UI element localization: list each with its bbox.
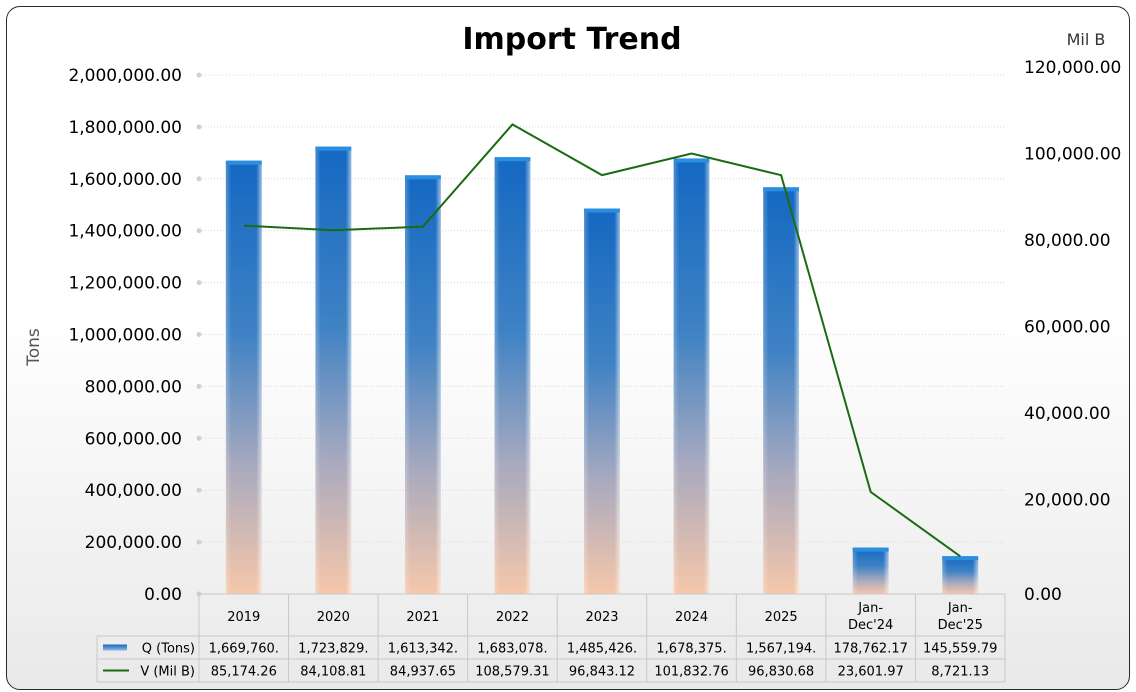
bar-shine: [763, 187, 800, 594]
left-tick-label: 1,200,000.00: [68, 274, 182, 294]
right-tick-label: 80,000.00: [1024, 231, 1111, 251]
table-cell: 84,108.81: [300, 665, 366, 680]
bar-shine: [225, 160, 262, 595]
right-tick-label: 40,000.00: [1024, 404, 1111, 424]
table-cell: 1,669,760.: [209, 642, 279, 657]
category-label: 2021: [406, 610, 439, 625]
table-cell: 84,937.65: [390, 665, 456, 680]
bar-shine: [852, 547, 889, 594]
right-tick-label: 120,000.00: [1024, 58, 1121, 78]
tick-dot: [196, 228, 202, 234]
left-tick-label: 600,000.00: [85, 429, 182, 449]
table-cell: 1,723,829.: [298, 642, 368, 657]
left-tick-label: 0.00: [144, 585, 182, 605]
right-tick-label: 100,000.00: [1024, 145, 1121, 165]
y-axis-label: Tons: [24, 328, 44, 367]
line-v-mil-b: [243, 123, 961, 558]
left-tick-label: 400,000.00: [85, 481, 182, 501]
bar-cap: [225, 160, 262, 165]
category-label: 2020: [317, 610, 350, 625]
category-label: 2025: [765, 610, 798, 625]
table-cell: 96,843.12: [569, 665, 635, 680]
table-cell: 96,830.68: [748, 665, 814, 680]
table-cell: 145,559.79: [923, 642, 997, 657]
left-tick-label: 800,000.00: [85, 377, 182, 397]
tick-dot: [196, 539, 202, 545]
chart-frame: Import Trend Mil B Tons 0.00 200,000.00 40…: [6, 6, 1130, 690]
legend-label: V (Mil B): [140, 665, 195, 680]
table-cell: 101,832.76: [654, 665, 728, 680]
table-cell: 8,721.13: [931, 665, 989, 680]
left-tick-label: 1,000,000.00: [68, 326, 182, 346]
bar-shine: [942, 556, 979, 594]
left-tick-label: 200,000.00: [85, 533, 182, 553]
bar-series-q-tons: [225, 146, 979, 595]
bar-cap: [673, 158, 710, 163]
chart-title: Import Trend: [462, 22, 681, 57]
category-label: 2019: [227, 610, 260, 625]
right-tick-label: 0.00: [1024, 585, 1062, 605]
bar-shine: [315, 146, 352, 594]
left-tick-label: 1,400,000.00: [68, 222, 182, 242]
tick-dot: [196, 383, 202, 389]
table-cell: 1,613,342.: [388, 642, 458, 657]
table-cell: 108,579.31: [475, 665, 549, 680]
bar-shine: [404, 175, 441, 594]
category-label: Jan-Dec'25: [938, 601, 983, 633]
legend-label: Q (Tons): [142, 642, 195, 657]
tick-dot: [196, 124, 202, 130]
table-cell: 1,567,194.: [746, 642, 816, 657]
bar-cap: [942, 556, 979, 561]
left-axis-ticks: 0.00 200,000.00 400,000.00 600,000.00 800,00…: [68, 66, 182, 605]
import-trend-chart: Import Trend Mil B Tons 0.00 200,000.00 40…: [24, 22, 1121, 683]
right-axis-unit-label: Mil B: [1067, 30, 1106, 49]
right-tick-label: 20,000.00: [1024, 491, 1111, 511]
category-label: Jan-Dec'24: [848, 601, 893, 633]
bar-cap: [404, 175, 441, 180]
bar-cap: [584, 208, 620, 213]
tick-dot: [196, 332, 202, 337]
line-series-v-mil-b: [243, 123, 961, 558]
category-label: 2023: [585, 610, 618, 625]
table-cell: 1,678,375.: [656, 642, 726, 657]
left-tick-label: 2,000,000.00: [68, 66, 182, 86]
bar-shine: [584, 208, 620, 594]
bar-shine: [673, 158, 710, 595]
table-cell: 178,762.17: [833, 642, 907, 657]
bar-cap: [763, 187, 800, 192]
bar-shine: [494, 157, 531, 594]
table-cell: 1,485,426.: [567, 642, 637, 657]
left-tick-label: 1,600,000.00: [68, 170, 182, 190]
tick-dot: [196, 280, 202, 286]
right-axis-ticks: 0.00 20,000.00 40,000.00 60,000.00 80,000.00…: [1024, 58, 1121, 605]
table-cell: 1,683,078.: [477, 642, 547, 657]
legend-bar-swatch: [103, 644, 127, 651]
table-cell: 85,174.26: [211, 665, 277, 680]
right-tick-label: 60,000.00: [1024, 318, 1111, 338]
tick-dot: [196, 72, 202, 78]
left-tick-label: 1,800,000.00: [68, 118, 182, 138]
bar-cap: [494, 157, 531, 162]
tick-dot: [196, 176, 202, 182]
tick-dot: [196, 435, 202, 441]
bar-cap: [852, 547, 889, 552]
tick-dot: [196, 487, 202, 493]
category-label: 2024: [675, 610, 708, 625]
bar-cap: [315, 146, 352, 151]
category-label: 2022: [496, 610, 529, 625]
table-cell: 23,601.97: [838, 665, 904, 680]
data-table: 2019 2020 2021 2022 2023 2024 2025 Jan-Dec'24 Ja…: [96, 593, 1006, 683]
